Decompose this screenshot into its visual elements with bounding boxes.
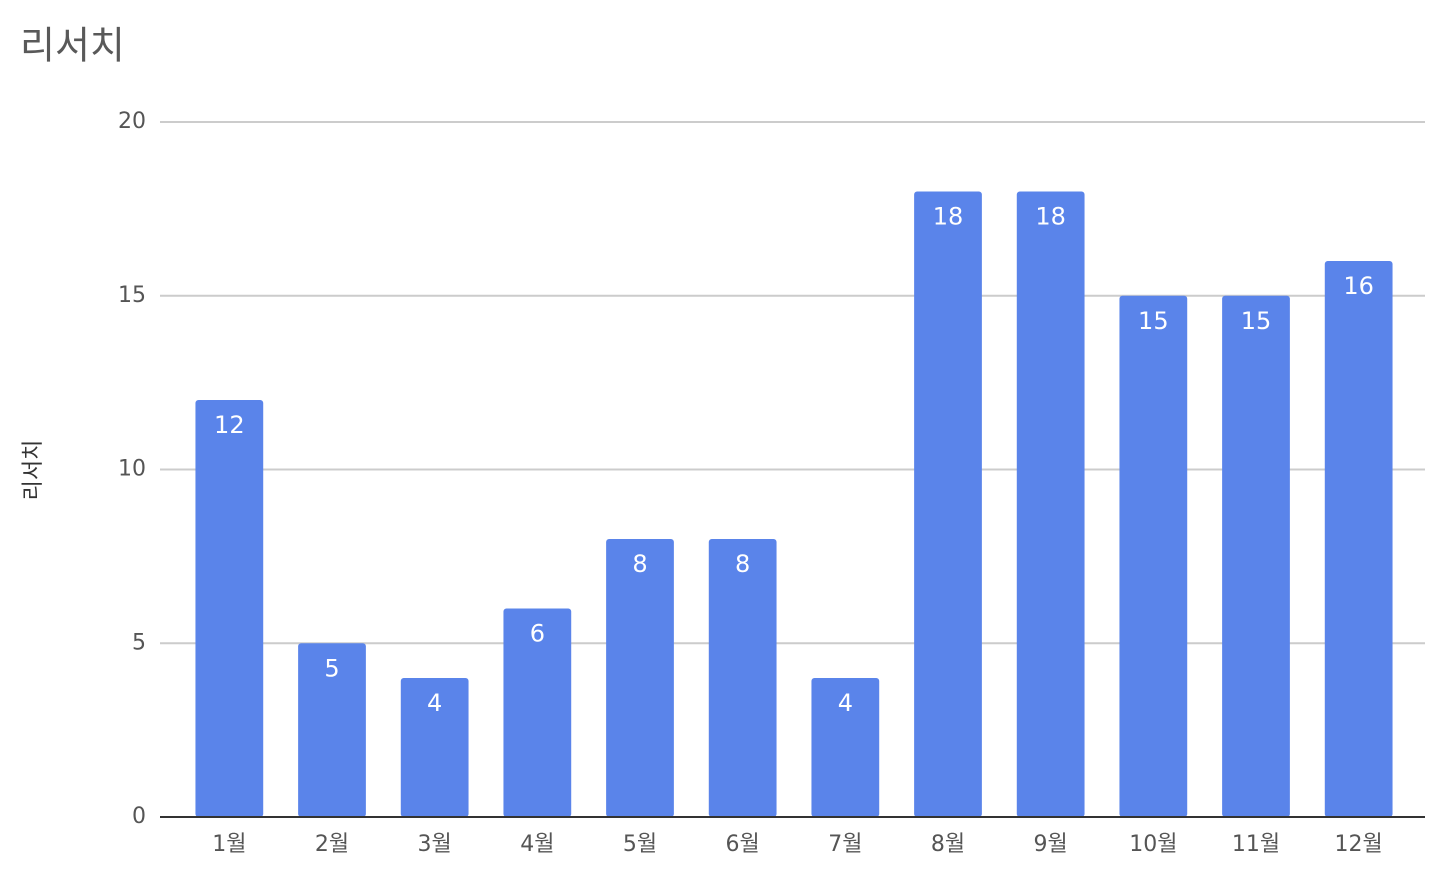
x-tick-label: 11월 xyxy=(1232,832,1280,857)
data-label: 18 xyxy=(1035,203,1066,231)
x-tick-label: 8월 xyxy=(931,832,965,857)
bar xyxy=(708,539,777,817)
x-tick-label: 12월 xyxy=(1335,832,1383,857)
data-label: 15 xyxy=(1241,307,1272,335)
bar xyxy=(1324,261,1393,817)
x-tick-label: 5월 xyxy=(623,832,657,857)
bar xyxy=(503,608,572,817)
data-label: 4 xyxy=(427,689,442,717)
y-tick-label: 10 xyxy=(118,457,146,482)
data-label: 15 xyxy=(1138,307,1169,335)
x-tick-label: 4월 xyxy=(520,832,554,857)
y-axis-label: 리서치 xyxy=(21,440,46,501)
bar xyxy=(1222,295,1290,817)
bar xyxy=(914,191,982,817)
x-tick-label: 7월 xyxy=(828,832,862,857)
bar xyxy=(1016,191,1085,817)
chart-title: 리서치 xyxy=(20,24,125,68)
data-label: 8 xyxy=(632,550,647,578)
bar xyxy=(195,400,264,817)
y-tick-label: 5 xyxy=(132,630,146,655)
data-label: 8 xyxy=(735,550,750,578)
data-label: 6 xyxy=(530,620,545,648)
y-tick-label: 15 xyxy=(118,283,146,308)
x-tick-label: 2월 xyxy=(315,832,349,857)
y-tick-label: 0 xyxy=(132,804,146,829)
data-label: 5 xyxy=(324,654,339,682)
data-label: 12 xyxy=(214,411,245,439)
bar xyxy=(298,643,366,817)
bar xyxy=(811,678,880,817)
x-tick-label: 1월 xyxy=(212,832,246,857)
x-tick-label: 10월 xyxy=(1129,832,1177,857)
x-tick-label: 3월 xyxy=(418,832,452,857)
bar xyxy=(1119,295,1188,817)
x-tick-label: 6월 xyxy=(726,832,760,857)
data-label: 4 xyxy=(838,689,853,717)
bar xyxy=(400,678,469,817)
x-tick-label: 9월 xyxy=(1034,832,1068,857)
data-label: 18 xyxy=(933,203,964,231)
bar xyxy=(606,539,674,817)
data-label: 16 xyxy=(1343,272,1374,300)
y-tick-label: 20 xyxy=(118,109,146,134)
